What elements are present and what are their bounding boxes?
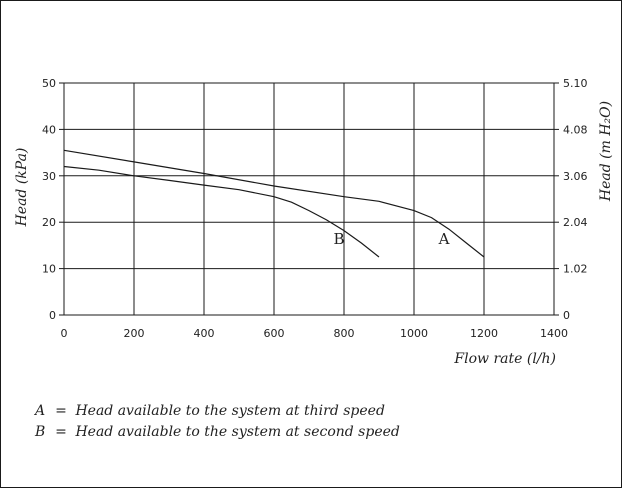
legend-row-a: A = Head available to the system at third… xyxy=(35,401,400,422)
y-tick-label: 30 xyxy=(42,170,56,183)
series-line-b xyxy=(63,165,380,258)
y-tick-label: 10 xyxy=(42,263,56,276)
legend-eq-a: = xyxy=(55,403,67,419)
x-tick-label: 0 xyxy=(61,327,68,340)
y-tick-label: 40 xyxy=(42,123,56,136)
x-axis-label: Flow rate (l/h) xyxy=(453,351,556,367)
x-tick-label: 600 xyxy=(264,327,285,340)
legend-row-b: B = Head available to the system at secon… xyxy=(35,422,400,443)
curves: AB xyxy=(63,149,485,258)
x-tick-label: 1000 xyxy=(400,327,428,340)
grid xyxy=(59,82,559,316)
y-axis-label: Head (kPa) xyxy=(14,148,30,228)
legend-text-a: Head available to the system at third sp… xyxy=(75,403,385,419)
y2-tick-label: 1.02 xyxy=(563,263,588,276)
legend-key-b: B xyxy=(35,424,46,440)
series-label-a: A xyxy=(438,230,450,248)
legend-eq-b: = xyxy=(55,424,67,440)
series-line-a xyxy=(63,149,485,258)
x-tick-label: 200 xyxy=(124,327,145,340)
y2-tick-label: 3.06 xyxy=(563,170,588,183)
x-tick-label: 1200 xyxy=(470,327,498,340)
plot-border xyxy=(63,82,555,316)
y2-axis-label: Head (m H₂O) xyxy=(598,101,614,202)
y2-tick-label: 0 xyxy=(563,309,570,322)
legend: A = Head available to the system at third… xyxy=(35,401,400,443)
x-tick-label: 400 xyxy=(194,327,215,340)
y2-tick-label: 5.10 xyxy=(563,77,588,90)
series-label-b: B xyxy=(333,230,344,248)
y-tick-label: 20 xyxy=(42,216,56,229)
y2-tick-label: 2.04 xyxy=(563,216,588,229)
y-tick-label: 0 xyxy=(49,309,56,322)
legend-key-a: A xyxy=(35,403,46,419)
x-tick-label: 800 xyxy=(334,327,355,340)
y2-tick-label: 4.08 xyxy=(563,123,588,136)
y-tick-label: 50 xyxy=(42,77,56,90)
x-tick-label: 1400 xyxy=(540,327,568,340)
legend-text-b: Head available to the system at second s… xyxy=(75,424,400,440)
